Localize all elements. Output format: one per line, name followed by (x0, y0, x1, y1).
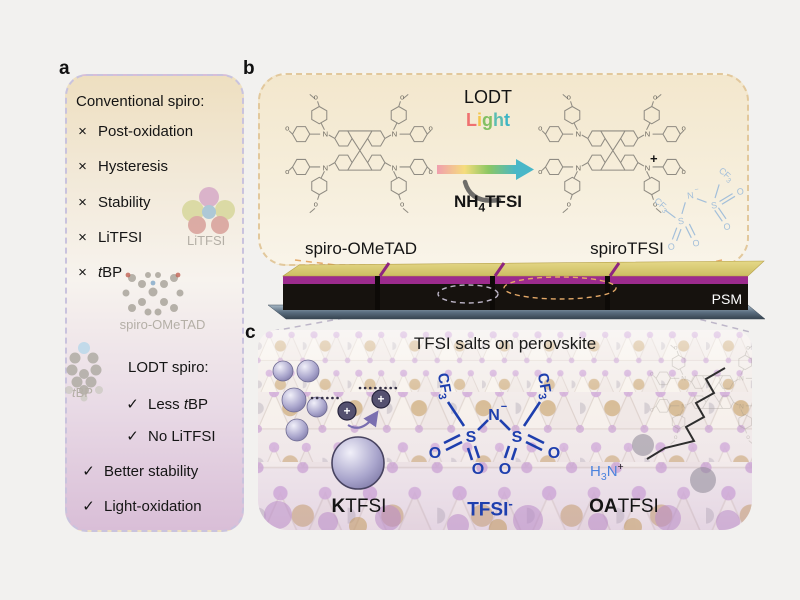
check-mark-icon: ✓ (126, 428, 139, 445)
con-item: × tBP (76, 264, 122, 282)
htl-layer (283, 276, 748, 284)
oatfsi-label: OATFSI (589, 496, 659, 517)
litfsi-caption: LiTFSI (187, 233, 226, 248)
spiro-ometad-label: spiro-OMeTAD (304, 239, 418, 258)
tbp-caption: tBP (72, 385, 93, 400)
cf3-group: CF3 (532, 372, 555, 401)
litfsi-molecule-graphic (182, 187, 235, 234)
n-atom: N (488, 407, 500, 424)
panel-c-foreground: + + (272, 330, 752, 490)
con-item: × Hysteresis (76, 158, 168, 176)
spiro-ometad-structure (284, 92, 434, 214)
cf3-group: CF3 (432, 372, 455, 401)
faint-spiro-sketch (650, 344, 752, 444)
cell-dividers (375, 262, 621, 310)
bottom-spheres (264, 434, 740, 530)
minus-charge: − (694, 186, 699, 194)
con-item: × LiTFSI (76, 229, 142, 247)
panel-a-label: a (59, 58, 70, 79)
swoosh-stroke (462, 179, 502, 203)
reaction-arrow (437, 159, 534, 203)
cation-circle (371, 389, 391, 409)
panel-a-heading: Conventional spiro: (76, 93, 205, 110)
panel-a (65, 74, 244, 532)
check-mark-icon: ✓ (82, 498, 95, 515)
perovskite-layer (283, 283, 748, 310)
spiro-ometad-caption: spiro-OMeTAD (119, 317, 206, 332)
o-atom: O (736, 186, 744, 197)
octylammonium-chain (646, 367, 726, 460)
pro-item: ✓ Light-oxidation (82, 498, 202, 515)
spirotfsi-label: spiroTFSI (590, 239, 664, 258)
pro-item: ✓ Better stability (82, 463, 199, 480)
o-atom: O (692, 238, 700, 249)
reagent-lodt: LODT (463, 87, 512, 107)
o-atom: O (548, 445, 560, 462)
ktfsi-label: KTFSI (331, 496, 387, 517)
psm-module: PSM (267, 260, 766, 320)
plus-icon: + (343, 404, 350, 418)
large-potassium-ion (331, 436, 385, 490)
reagent-nh4tfsi: NH4TFSI (453, 192, 523, 215)
tfsi-anion-sketch: N − S S CF3 CF3 O O O O (652, 165, 744, 252)
s-atom: S (710, 200, 717, 211)
psm-label: PSM (712, 291, 742, 307)
cross-mark-icon: × (78, 194, 87, 211)
plus-icon: + (377, 392, 384, 406)
s-atom: S (512, 429, 523, 446)
tfsi-anion-structure: CF3 CF3 S S N − O O O O (429, 372, 560, 478)
positive-charge: + (650, 151, 658, 166)
cation-circle (337, 401, 357, 421)
s-atom: S (466, 429, 477, 446)
panel-b-label: b (243, 58, 255, 79)
pro-item: ✓ Less tBP (126, 396, 209, 413)
potassium-ions (272, 359, 385, 490)
ammonium-group-label: H3N+ (590, 461, 624, 483)
panel-c-label: c (245, 322, 256, 343)
s-atom: S (677, 216, 684, 227)
panel-a-heading2: LODT spiro: (128, 359, 209, 376)
cf3-group: CF3 (716, 165, 736, 185)
o-atom: O (472, 461, 484, 478)
tfsi-label: TFSI- (467, 496, 513, 521)
check-mark-icon: ✓ (82, 463, 95, 480)
spiro-ometad-molecule-graphic (122, 272, 184, 316)
ion-migration: + + (310, 386, 398, 429)
migration-arrow (347, 410, 379, 429)
cross-mark-icon: × (78, 229, 87, 246)
reagent-light: Light (465, 110, 510, 130)
cross-mark-icon: × (78, 264, 87, 281)
cross-mark-icon: × (78, 123, 87, 140)
gold-electrode (282, 260, 765, 277)
o-atom: O (429, 445, 441, 462)
con-item: × Stability (76, 194, 150, 212)
n-atom: N (687, 190, 695, 201)
tbp-molecule-graphic (65, 342, 103, 402)
zoom-ellipse-gray (437, 284, 499, 304)
con-item: × Post-oxidation (76, 123, 193, 141)
o-atom: O (667, 241, 675, 252)
o-atom: O (499, 461, 511, 478)
check-mark-icon: ✓ (126, 396, 139, 413)
o-atom: O (723, 221, 731, 232)
panel-c-title: TFSI salts on perovskite (413, 334, 597, 353)
minus-charge: − (501, 401, 507, 413)
zoom-ellipse-orange (503, 276, 617, 300)
pro-item: ✓ No LiTFSI (126, 428, 216, 445)
cross-mark-icon: × (78, 158, 87, 175)
